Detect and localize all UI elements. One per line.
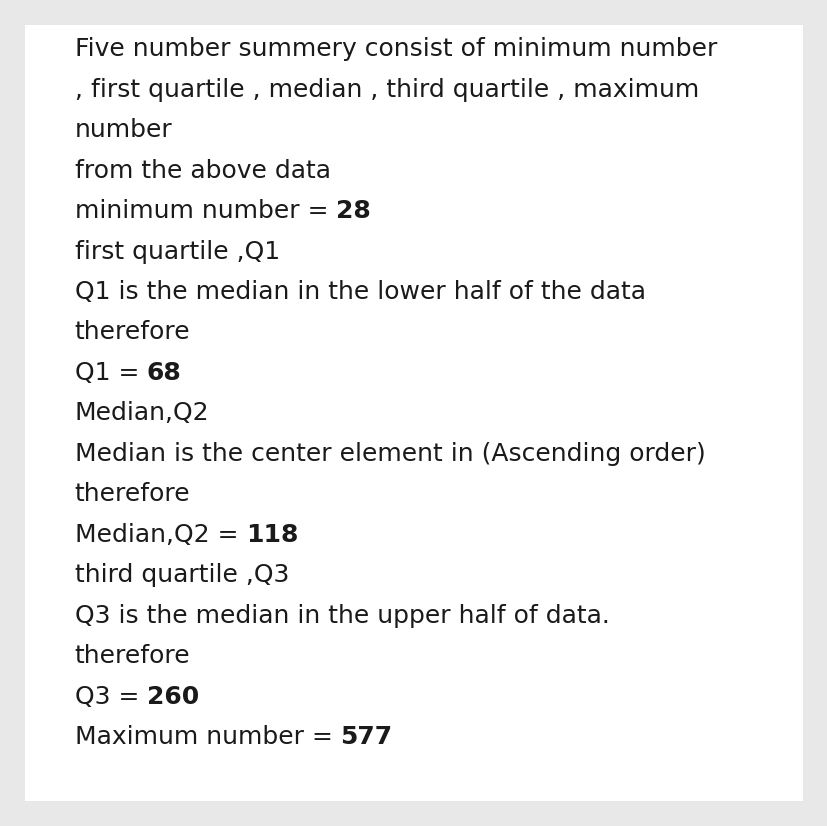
Text: Q1 =: Q1 = [74,361,146,385]
Text: therefore: therefore [74,482,190,506]
Text: Median,Q2 =: Median,Q2 = [74,523,246,547]
Text: Five number summery consist of minimum number: Five number summery consist of minimum n… [74,37,716,61]
Text: first quartile ,Q1: first quartile ,Q1 [74,240,280,263]
Text: 118: 118 [246,523,298,547]
Text: Median,Q2: Median,Q2 [74,401,209,425]
Text: Maximum number =: Maximum number = [74,725,340,749]
Text: 68: 68 [146,361,181,385]
Text: Q3 =: Q3 = [74,685,146,709]
Text: , first quartile , median , third quartile , maximum: , first quartile , median , third quarti… [74,78,698,102]
Text: therefore: therefore [74,644,190,668]
Text: number: number [74,118,172,142]
Text: 260: 260 [146,685,199,709]
Text: third quartile ,Q3: third quartile ,Q3 [74,563,289,587]
Text: Q1 is the median in the lower half of the data: Q1 is the median in the lower half of th… [74,280,645,304]
Text: from the above data: from the above data [74,159,330,183]
Text: Q3 is the median in the upper half of data.: Q3 is the median in the upper half of da… [74,604,609,628]
Text: therefore: therefore [74,320,190,344]
Text: minimum number =: minimum number = [74,199,336,223]
Text: Median is the center element in (Ascending order): Median is the center element in (Ascendi… [74,442,705,466]
Text: 577: 577 [340,725,392,749]
Text: 28: 28 [336,199,370,223]
